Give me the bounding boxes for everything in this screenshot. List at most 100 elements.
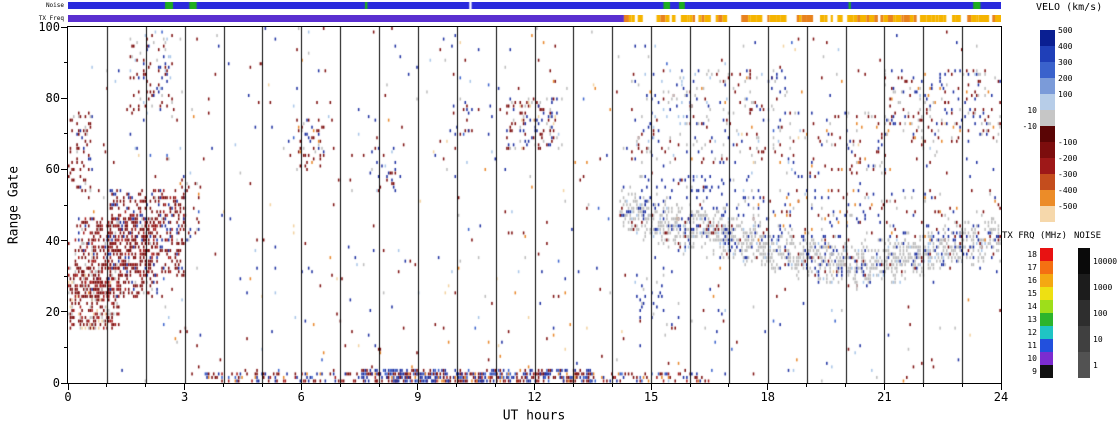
- noise-colorbar-tick-label: 1000: [1093, 283, 1113, 292]
- txfrq-colorbar-segment: [1040, 274, 1053, 287]
- noise-colorbar-segment: [1078, 248, 1090, 274]
- x-minor-tick: [106, 383, 108, 387]
- velo-colorbar-segment: [1040, 30, 1055, 46]
- x-minor-tick: [456, 383, 458, 387]
- txfrq-colorbar-tick-label: 15: [1027, 289, 1037, 298]
- y-major-tick: [61, 311, 68, 313]
- velo-colorbar-tick-label: -300: [1058, 170, 1078, 179]
- velo-colorbar-segment: [1040, 142, 1055, 158]
- y-tick-label: 100: [38, 20, 60, 34]
- x-major-tick: [767, 383, 769, 390]
- x-major-tick: [300, 383, 302, 390]
- velo-colorbar-segment: [1040, 206, 1055, 222]
- y-tick-label: 20: [45, 304, 60, 319]
- velo-colorbar-tick-label: -500: [1058, 202, 1078, 211]
- txfrq-colorbar-segment: [1040, 248, 1053, 261]
- x-minor-tick: [611, 383, 613, 387]
- x-axis-label: UT hours: [502, 408, 566, 424]
- txfrq-colorbar-segment: [1040, 326, 1053, 339]
- y-tick-label: 40: [45, 233, 60, 248]
- velo-colorbar-tick-label: 10: [1027, 106, 1037, 115]
- txfrq-colorbar-segment: [1040, 300, 1053, 313]
- y-tick-label: 0: [52, 376, 60, 390]
- noise-colorbar-segment: [1078, 326, 1090, 352]
- x-minor-tick: [223, 383, 224, 387]
- y-minor-tick: [64, 133, 68, 135]
- txfrq-colorbar-tick-label: 12: [1027, 328, 1037, 337]
- noise-colorbar-title: NOISE: [1074, 231, 1102, 241]
- velo-colorbar-segment: [1040, 174, 1055, 190]
- txfrq-colorbar-tick-label: 13: [1027, 315, 1037, 324]
- y-minor-tick: [64, 275, 68, 277]
- velo-colorbar-tick-label: 500: [1058, 26, 1073, 35]
- txfrq-colorbar-tick-label: 11: [1027, 341, 1037, 350]
- x-tick-label: 15: [643, 390, 659, 404]
- x-major-tick: [184, 383, 186, 390]
- velocity-scatter-plot: [68, 27, 1001, 383]
- y-major-tick: [61, 240, 68, 242]
- x-tick-label: 24: [993, 390, 1009, 404]
- txfrq-colorbar-tick-label: 10: [1027, 354, 1037, 363]
- velo-colorbar-segment: [1040, 126, 1055, 142]
- noise-colorbar-tick-label: 10000: [1093, 257, 1118, 266]
- velo-colorbar-segment: [1040, 110, 1055, 126]
- x-minor-tick: [689, 383, 691, 387]
- velo-colorbar-tick-label: 100: [1058, 90, 1073, 99]
- y-minor-tick: [64, 204, 68, 206]
- x-minor-tick: [922, 383, 924, 387]
- txfrq-colorbar-tick-label: 16: [1027, 276, 1037, 285]
- tx-freq-strip-label: TX Freq: [38, 15, 64, 22]
- y-tick-label: 60: [45, 162, 60, 177]
- x-minor-tick: [806, 383, 808, 387]
- txfrq-colorbar-segment: [1040, 339, 1053, 352]
- velo-colorbar-tick-label: 300: [1058, 58, 1073, 67]
- noise-colorbar-segment: [1078, 300, 1090, 326]
- y-minor-tick: [64, 346, 68, 348]
- x-minor-tick: [728, 383, 730, 387]
- txfrq-colorbar-segment: [1040, 313, 1053, 326]
- x-major-tick: [1000, 383, 1002, 390]
- velo-colorbar-segment: [1040, 190, 1055, 206]
- velo-colorbar-tick-label: -10: [1022, 122, 1037, 131]
- x-major-tick: [417, 383, 419, 390]
- txfrq-colorbar-segment: [1040, 261, 1053, 274]
- x-tick-label: 3: [181, 390, 189, 404]
- txfrq-colorbar-tick-label: 9: [1032, 367, 1037, 376]
- x-major-tick: [883, 383, 885, 390]
- txfrq-colorbar-tick-label: 17: [1027, 263, 1037, 272]
- velo-colorbar-segment: [1040, 62, 1055, 78]
- y-minor-tick: [64, 62, 68, 64]
- noise-colorbar-tick-label: 100: [1093, 309, 1108, 318]
- velo-colorbar-tick-label: -200: [1058, 154, 1078, 163]
- tx-freq-status-strip: [68, 15, 1001, 22]
- x-tick-label: 9: [414, 390, 422, 404]
- x-minor-tick: [378, 383, 380, 387]
- noise-strip-label: Noise: [45, 2, 64, 9]
- velo-colorbar-title: VELO (km/s): [1036, 2, 1103, 13]
- velo-colorbar-tick-label: -100: [1058, 138, 1078, 147]
- x-minor-tick: [495, 383, 497, 387]
- x-minor-tick: [261, 383, 263, 387]
- noise-status-strip: [68, 2, 1001, 9]
- y-axis-label: Range Gate: [6, 165, 22, 245]
- x-major-tick: [67, 383, 69, 390]
- velo-colorbar-segment: [1040, 94, 1055, 110]
- txfrq-colorbar-segment: [1040, 287, 1053, 300]
- txfrq-colorbar-tick-label: 18: [1027, 250, 1037, 259]
- y-major-tick: [61, 382, 68, 384]
- noise-colorbar-segment: [1078, 274, 1090, 300]
- velo-colorbar-tick-label: -400: [1058, 186, 1078, 195]
- txfrq-colorbar-segment: [1040, 365, 1053, 378]
- txfrq-colorbar-tick-label: 14: [1027, 302, 1037, 311]
- x-major-tick: [534, 383, 535, 390]
- velo-colorbar-segment: [1040, 46, 1055, 62]
- x-minor-tick: [339, 383, 341, 387]
- noise-colorbar-tick-label: 1: [1093, 361, 1098, 370]
- noise-colorbar-tick-label: 10: [1093, 335, 1103, 344]
- x-minor-tick: [145, 383, 147, 387]
- txfrq-colorbar-title: TX FRQ (MHz): [1002, 231, 1068, 241]
- x-tick-label: 12: [527, 390, 542, 404]
- x-tick-label: 21: [877, 390, 892, 404]
- y-major-tick: [61, 26, 68, 28]
